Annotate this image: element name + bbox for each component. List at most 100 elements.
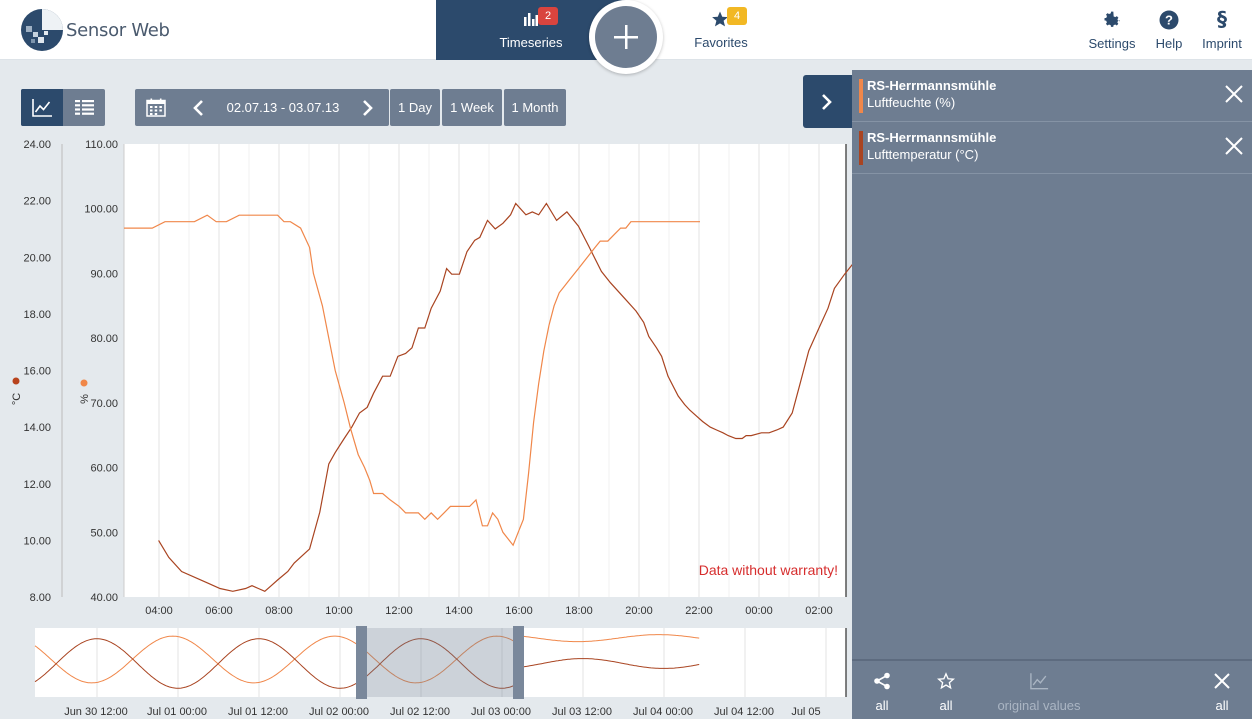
- preset-1-day-button[interactable]: 1 Day: [390, 89, 440, 126]
- y-tick-label-temperature: 10.00: [23, 535, 51, 547]
- logo-icon: [21, 9, 63, 51]
- close-icon[interactable]: [1222, 82, 1246, 106]
- timeseries-item[interactable]: RS-Herrmannsmühle Lufttemperatur (°C): [852, 122, 1252, 174]
- series-line-humidity: [124, 214, 700, 547]
- overview-tick-label: Jul 04 12:00: [714, 706, 774, 718]
- overview-tick-label: Jul 01 12:00: [228, 706, 288, 718]
- y-tick-label-temperature: 18.00: [23, 309, 51, 321]
- y-axis-unit-temperature: °C: [11, 393, 23, 405]
- phenomenon-name: Luftfeuchte (%): [867, 95, 956, 110]
- overview-line-humidity: [34, 634, 700, 684]
- x-tick-label: 16:00: [505, 605, 533, 617]
- original-values-label: original values: [997, 698, 1081, 713]
- y-tick-label-humidity: 40.00: [90, 592, 118, 604]
- overview-tick-label: Jul 02 12:00: [390, 706, 450, 718]
- close-icon[interactable]: [1222, 134, 1246, 158]
- sidebar-toggle-button[interactable]: [803, 75, 852, 128]
- x-tick-label: 18:00: [565, 605, 593, 617]
- settings-button[interactable]: Settings: [1084, 0, 1140, 60]
- settings-label: Settings: [1088, 36, 1136, 51]
- close-icon: [1214, 673, 1230, 689]
- axis-color-dot-humidity: [80, 379, 88, 387]
- next-period-button[interactable]: [351, 89, 385, 126]
- y-tick-label-temperature: 12.00: [23, 479, 51, 491]
- add-button-circle: [595, 6, 657, 68]
- svg-text:§: §: [1217, 8, 1227, 30]
- plus-icon: [614, 25, 638, 49]
- x-tick-label: 12:00: [385, 605, 413, 617]
- share-icon: [874, 672, 890, 690]
- chevron-right-icon: [822, 94, 832, 110]
- plot-background: [124, 144, 846, 597]
- imprint-button[interactable]: § Imprint: [1198, 0, 1246, 60]
- y-tick-label-humidity: 110.00: [85, 139, 118, 151]
- preset-1-month-button[interactable]: 1 Month: [504, 89, 566, 126]
- overview-tick-label: Jul 03 00:00: [471, 706, 531, 718]
- timeseries-sidebar: RS-Herrmannsmühle Luftfeuchte (%) RS-Her…: [852, 70, 1252, 719]
- x-tick-label: 08:00: [265, 605, 293, 617]
- favorites-count-badge: 4: [727, 7, 747, 25]
- y-tick-label-temperature: 20.00: [23, 252, 51, 264]
- table-view-button[interactable]: [63, 89, 105, 126]
- timeseries-chart[interactable]: 04:00 06:00 08:00 10:00 12:00 14:00 16:00 18:00…: [0, 130, 852, 719]
- original-values-button[interactable]: original values: [989, 661, 1089, 719]
- line-chart-icon: [32, 99, 52, 117]
- overview-background: [35, 628, 846, 697]
- chevron-right-icon: [363, 100, 373, 116]
- preset-1-week-button[interactable]: 1 Week: [442, 89, 502, 126]
- favorite-all-button[interactable]: all: [926, 661, 966, 719]
- x-tick-label: 10:00: [325, 605, 353, 617]
- view-toggle: [21, 89, 105, 126]
- previous-period-button[interactable]: [181, 89, 215, 126]
- date-range-label[interactable]: 02.07.13 - 03.07.13: [226, 100, 340, 115]
- add-timeseries-button[interactable]: [589, 0, 663, 74]
- remove-all-label: all: [1215, 698, 1229, 713]
- y-tick-label-temperature: 14.00: [23, 422, 51, 434]
- chart-axes: 04:00 06:00 08:00 10:00 12:00 14:00 16:00 18:00…: [11, 139, 847, 617]
- warranty-notice: Data without warranty!: [698, 562, 838, 578]
- share-all-button[interactable]: all: [862, 661, 902, 719]
- help-icon: ?: [1159, 10, 1179, 30]
- overview-line-temperature: [34, 638, 700, 689]
- overview-chart[interactable]: Jun 30 12:00 Jul 01 00:00 Jul 01 12:00 Jul …: [34, 626, 847, 718]
- x-tick-label: 02:00: [805, 605, 833, 617]
- x-tick-label: 04:00: [145, 605, 173, 617]
- calendar-button[interactable]: [135, 89, 177, 126]
- help-button[interactable]: ? Help: [1148, 0, 1190, 60]
- nav-favorites[interactable]: 4 Favorites: [680, 0, 762, 60]
- star-outline-icon: [937, 672, 955, 690]
- nav-favorites-label: Favorites: [694, 35, 748, 50]
- x-tick-label: 20:00: [625, 605, 653, 617]
- help-label: Help: [1155, 36, 1183, 51]
- x-tick-label: 00:00: [745, 605, 773, 617]
- nav-timeseries-label: Timeseries: [499, 35, 563, 50]
- overview-tick-label: Jul 02 00:00: [309, 706, 369, 718]
- y-tick-label-humidity: 80.00: [90, 333, 118, 345]
- sidebar-bottom-bar: all all original values all: [852, 659, 1252, 719]
- overview-tick-label: Jul 05: [791, 706, 820, 718]
- time-range-group: [135, 89, 389, 126]
- chart-grid: [158, 144, 820, 597]
- logo[interactable]: Sensor Web: [20, 8, 170, 52]
- overview-tick-label: Jul 01 00:00: [147, 706, 207, 718]
- timeseries-count-badge: 2: [538, 7, 558, 25]
- y-tick-label-temperature: 22.00: [23, 196, 51, 208]
- remove-all-button[interactable]: all: [1202, 661, 1242, 719]
- x-tick-label: 22:00: [685, 605, 713, 617]
- overview-selection: [362, 628, 514, 697]
- chart-series: [124, 202, 852, 593]
- axis-color-dot-temperature: [12, 377, 20, 385]
- phenomenon-name: Lufttemperatur (°C): [867, 147, 979, 162]
- calendar-icon: [146, 98, 166, 117]
- x-tick-label: 14:00: [445, 605, 473, 617]
- table-icon: [75, 100, 94, 115]
- series-color-indicator: [859, 79, 863, 113]
- chart-view-button[interactable]: [21, 89, 63, 126]
- y-tick-label-temperature: 16.00: [23, 366, 51, 378]
- section-sign-icon: §: [1217, 8, 1227, 30]
- y-tick-label-humidity: 90.00: [90, 268, 118, 280]
- timeseries-item[interactable]: RS-Herrmannsmühle Luftfeuchte (%): [852, 70, 1252, 122]
- imprint-label: Imprint: [1202, 36, 1242, 51]
- logo-text: Sensor Web: [66, 20, 170, 41]
